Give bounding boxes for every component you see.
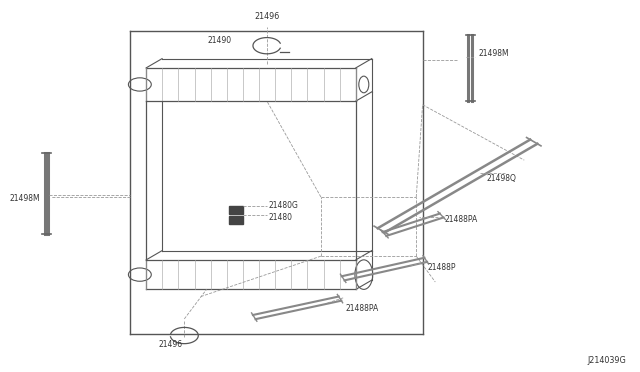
Text: 21480G: 21480G: [269, 201, 299, 210]
Text: J214039G: J214039G: [587, 356, 626, 365]
Text: 21480: 21480: [269, 212, 293, 221]
Text: 21488PA: 21488PA: [345, 304, 378, 313]
Text: 21498M: 21498M: [479, 49, 509, 58]
Text: 21490: 21490: [208, 36, 232, 45]
Text: 21488PA: 21488PA: [445, 215, 478, 224]
Text: 21488P: 21488P: [428, 263, 456, 272]
Text: 21498Q: 21498Q: [486, 174, 516, 183]
Bar: [229, 206, 243, 214]
Text: 21498M: 21498M: [10, 195, 40, 203]
Bar: [229, 215, 243, 224]
Text: 21496: 21496: [254, 12, 280, 21]
Text: 21496: 21496: [159, 340, 183, 349]
